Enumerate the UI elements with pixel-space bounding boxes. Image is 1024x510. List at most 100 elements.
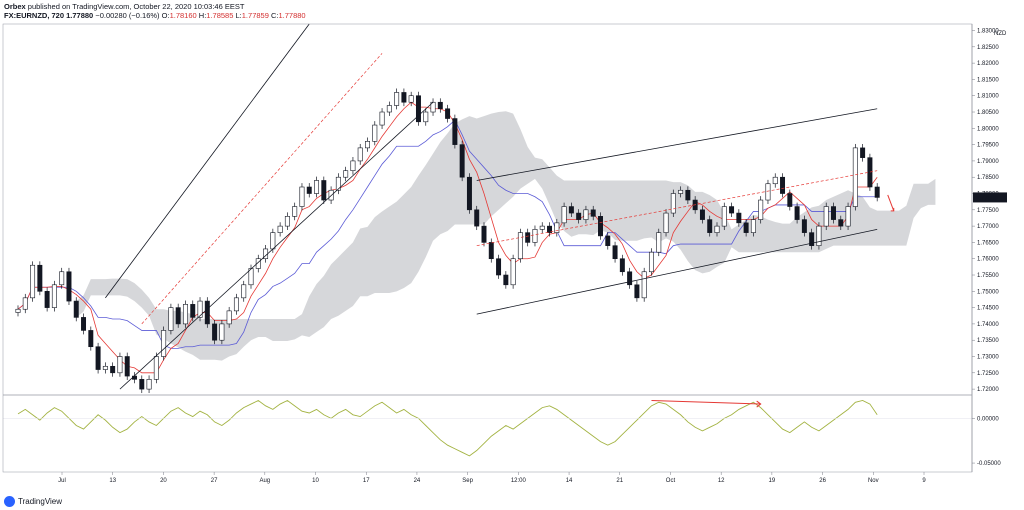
candle [547, 222, 553, 237]
candle [721, 202, 727, 231]
candle [343, 166, 349, 182]
y-tick-label: 1.80500 [977, 110, 999, 116]
candle-bearish [445, 108, 451, 119]
candle [670, 189, 676, 217]
candle [284, 212, 290, 231]
candle [685, 186, 691, 204]
candle-bullish [765, 183, 771, 201]
candle [88, 326, 94, 351]
candle-bearish [81, 317, 87, 331]
candle-bullish [226, 310, 232, 325]
y-tick-label: 1.74500 [977, 306, 999, 312]
candle [641, 267, 647, 302]
candle [44, 287, 50, 312]
candle [37, 261, 43, 296]
candle-bearish [780, 176, 786, 194]
candle-bullish [721, 206, 727, 227]
candle-bearish [831, 206, 836, 220]
candle [321, 176, 327, 204]
candle-bearish [619, 258, 625, 273]
candle [459, 140, 465, 182]
candle [831, 202, 836, 224]
candle [860, 143, 866, 162]
candle-bearish [743, 222, 749, 233]
candle [314, 176, 320, 198]
candle-bullish [758, 199, 764, 220]
candle-bullish [277, 225, 283, 233]
candle [365, 137, 370, 152]
candle-bearish [66, 271, 72, 302]
x-tick-label: 14 [566, 478, 573, 484]
y-tick-label: 1.73500 [977, 338, 999, 344]
candle-bullish [714, 225, 720, 233]
candle [845, 202, 851, 231]
candle-bullish [219, 323, 225, 341]
candle [146, 375, 152, 394]
candle [335, 173, 341, 195]
candle-bullish [365, 141, 370, 149]
candle [372, 121, 378, 146]
candle [51, 280, 57, 312]
candle [401, 88, 407, 107]
candle [30, 261, 36, 302]
candle [619, 254, 625, 276]
candle-bearish [503, 274, 509, 286]
candle [794, 202, 800, 224]
candle-bullish [517, 232, 523, 260]
y-tick-label: 1.74000 [977, 322, 999, 328]
candle [561, 202, 567, 227]
candle-bearish [190, 304, 196, 318]
candle [197, 297, 203, 322]
candle-bearish [88, 330, 94, 348]
candle [852, 143, 858, 211]
candle-bullish [408, 95, 414, 103]
candle [277, 222, 283, 237]
footer: TradingView [4, 494, 62, 508]
x-tick-label: Jul [58, 478, 66, 484]
candle [306, 183, 312, 198]
symbol-label: FX:EURNZD, 720 [4, 11, 65, 20]
candle-bullish [423, 111, 429, 123]
oscillator-pane[interactable] [3, 399, 972, 457]
candle [634, 280, 640, 302]
candle [488, 238, 494, 263]
price-pane[interactable] [15, 23, 936, 394]
y-tick-label: 1.73000 [977, 355, 999, 361]
x-tick-label: 12 [718, 478, 725, 484]
candle [212, 320, 218, 345]
candle-bullish [168, 307, 174, 331]
publish-info: published on TradingView.com, October 22… [27, 2, 245, 11]
candle-bearish [867, 157, 873, 188]
brand-name[interactable]: TradingView [18, 496, 63, 506]
candle-bullish [146, 379, 152, 390]
candle-bullish [394, 92, 400, 106]
candle-bearish [568, 206, 574, 214]
author-name[interactable]: Orbex [4, 2, 26, 11]
x-tick-label: Oct [666, 478, 676, 484]
candle [874, 183, 880, 202]
candle [204, 297, 210, 328]
candle-bullish [15, 308, 21, 313]
chart-canvas[interactable]: 1.72000 1.72500 1.73000 1.73500 1.74000 1.745… [0, 0, 1024, 494]
candle [517, 228, 523, 263]
osc-y-tick-label: 0.00000 [977, 416, 999, 422]
candle-bullish [816, 225, 822, 246]
candle [226, 306, 232, 328]
candle-bearish [547, 225, 553, 233]
candle [190, 300, 196, 322]
candle-bullish [372, 124, 378, 142]
x-tick-label: 13 [109, 478, 116, 484]
candle-bearish [95, 346, 101, 370]
candle [532, 225, 538, 247]
candle [583, 205, 589, 224]
candle [219, 320, 225, 345]
candle-bearish [175, 307, 181, 325]
candle-bullish [314, 180, 320, 194]
x-tick-label: 26 [819, 478, 826, 484]
candle [437, 98, 443, 113]
tradingview-logo-icon[interactable] [4, 495, 15, 507]
high-value: 1.78585 [206, 11, 234, 20]
candle [299, 183, 305, 211]
candle-bullish [292, 206, 298, 217]
candle-bearish [481, 225, 487, 243]
